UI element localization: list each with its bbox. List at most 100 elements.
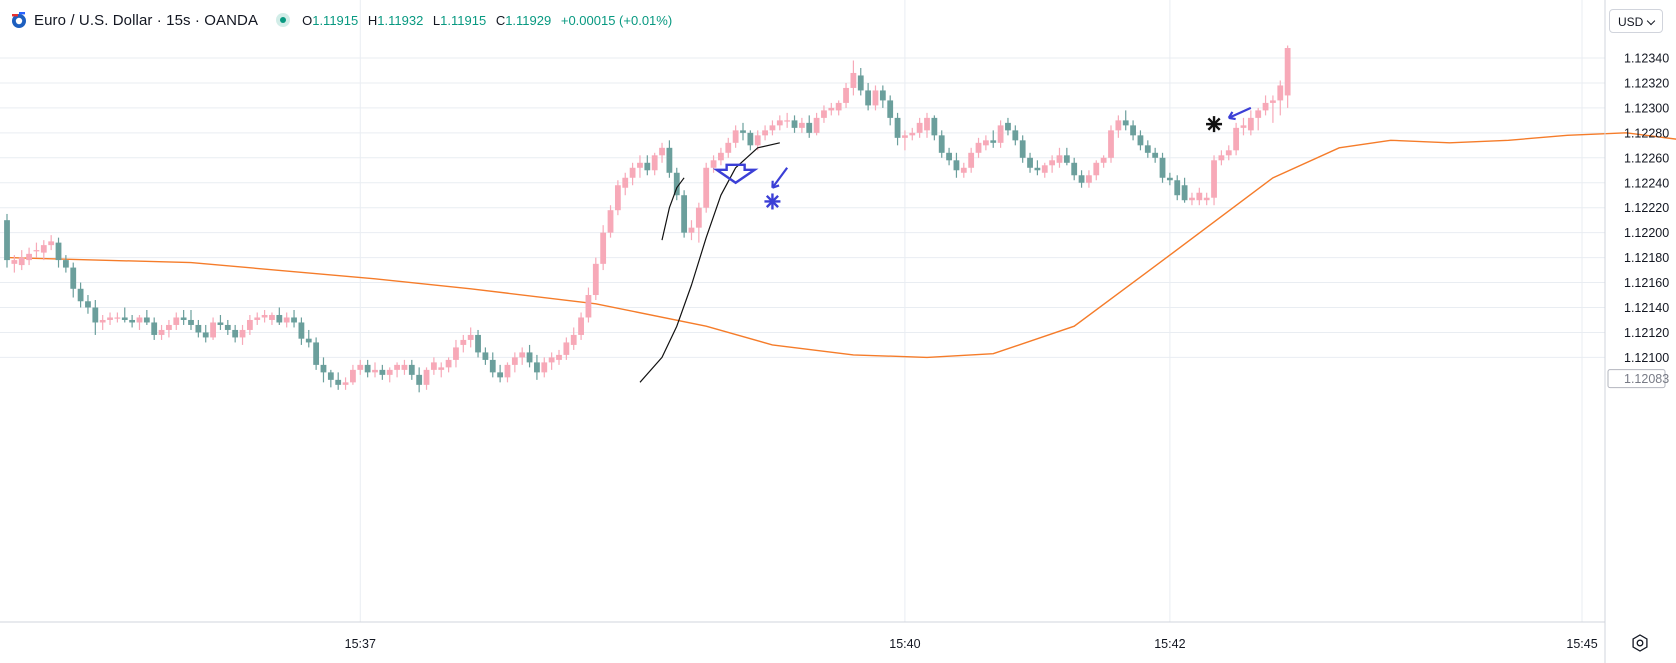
candle: [879, 85, 886, 108]
candle: [173, 312, 180, 330]
candle: [997, 120, 1004, 148]
current-price-tag: [1607, 369, 1666, 389]
candle: [1152, 147, 1159, 163]
close-value: 1.11929: [505, 12, 552, 28]
candle: [48, 235, 55, 251]
candle: [902, 130, 908, 151]
candle-body: [703, 167, 710, 208]
candle: [1255, 107, 1262, 131]
candle-body: [394, 364, 400, 370]
candle: [217, 314, 224, 330]
candle-body: [246, 319, 253, 330]
low-label: L: [432, 12, 441, 28]
candle: [813, 112, 820, 136]
candle: [1262, 95, 1269, 116]
candle-body: [460, 339, 467, 345]
candle: [659, 142, 665, 163]
candle-body: [519, 352, 526, 358]
candle: [313, 337, 320, 370]
candle: [1211, 155, 1217, 206]
candle: [320, 357, 327, 383]
candle: [1086, 170, 1092, 188]
symbol-title[interactable]: Euro / U.S. Dollar · 15s · OANDA: [34, 11, 259, 29]
candle-body: [158, 329, 165, 335]
candle-body: [166, 324, 172, 330]
candle: [681, 190, 688, 238]
candle: [33, 242, 40, 258]
candle-body: [48, 241, 55, 246]
candle: [438, 362, 445, 378]
candle: [732, 125, 739, 148]
candle-body: [534, 362, 540, 373]
candle: [107, 312, 113, 325]
candle: [1159, 152, 1166, 183]
candle-body: [188, 319, 194, 325]
candle-body: [1108, 130, 1114, 158]
candle-body: [894, 117, 901, 138]
high-label: H: [367, 12, 378, 28]
candle-body: [210, 322, 216, 338]
candle-body: [637, 162, 643, 168]
candle-body: [585, 295, 592, 318]
time-axis[interactable]: 15:3715:4015:4215:4515:4715:5015:5215:55…: [0, 621, 1676, 651]
price-axis[interactable]: 1.12340 1.12320 1.12300 1.12280 1.12260 1.122…: [1604, 0, 1669, 663]
candle: [806, 115, 813, 138]
candle-body: [828, 107, 835, 111]
candle: [703, 162, 710, 213]
candle-body: [1247, 117, 1254, 131]
candle: [1005, 117, 1011, 136]
candle: [666, 140, 673, 178]
candle-body: [798, 122, 805, 128]
candle-body: [651, 155, 658, 171]
candle: [1078, 170, 1085, 188]
candle: [1189, 192, 1195, 206]
candle: [11, 255, 18, 273]
candle-body: [1262, 102, 1269, 111]
candle-body: [673, 172, 680, 196]
candle: [1203, 192, 1210, 206]
candle: [1130, 120, 1136, 141]
candle-body: [313, 342, 320, 365]
candle: [1093, 160, 1100, 181]
price-tick-label: 1.12200: [1624, 226, 1669, 240]
candle-body: [1005, 122, 1011, 131]
candle: [1196, 187, 1203, 206]
candle: [1137, 130, 1144, 151]
candle-body: [843, 87, 849, 103]
candle-body: [342, 382, 349, 385]
candle-body: [357, 364, 364, 370]
candle: [158, 324, 165, 340]
arrow-shaft: [771, 167, 789, 189]
candle-body: [291, 317, 297, 323]
candle-body: [1034, 167, 1041, 171]
settings-icon[interactable]: [1630, 633, 1650, 653]
candle-body: [77, 288, 84, 302]
candle: [342, 377, 349, 390]
candle: [1277, 80, 1284, 116]
candle-body: [813, 117, 820, 133]
candle-body: [11, 260, 18, 264]
candle: [1019, 135, 1026, 163]
candle: [673, 167, 680, 201]
candle-body: [659, 147, 665, 156]
candle-body: [953, 160, 960, 171]
asterisk-drawing: [1206, 116, 1223, 133]
candle-body: [1284, 48, 1291, 96]
candle: [791, 115, 798, 133]
candle: [1174, 175, 1181, 201]
candle: [563, 337, 570, 360]
candle: [423, 367, 430, 390]
candle: [1225, 145, 1232, 161]
candle-body: [239, 329, 246, 338]
candle-body: [217, 322, 224, 325]
candle: [548, 352, 555, 370]
candle: [224, 319, 231, 335]
candle: [541, 357, 548, 378]
currency-select[interactable]: USD: [1609, 9, 1663, 33]
candle: [1056, 147, 1063, 168]
candle: [931, 115, 938, 141]
price-tick-label: 1.12340: [1624, 52, 1669, 66]
candle: [283, 312, 290, 328]
candle: [644, 155, 651, 176]
